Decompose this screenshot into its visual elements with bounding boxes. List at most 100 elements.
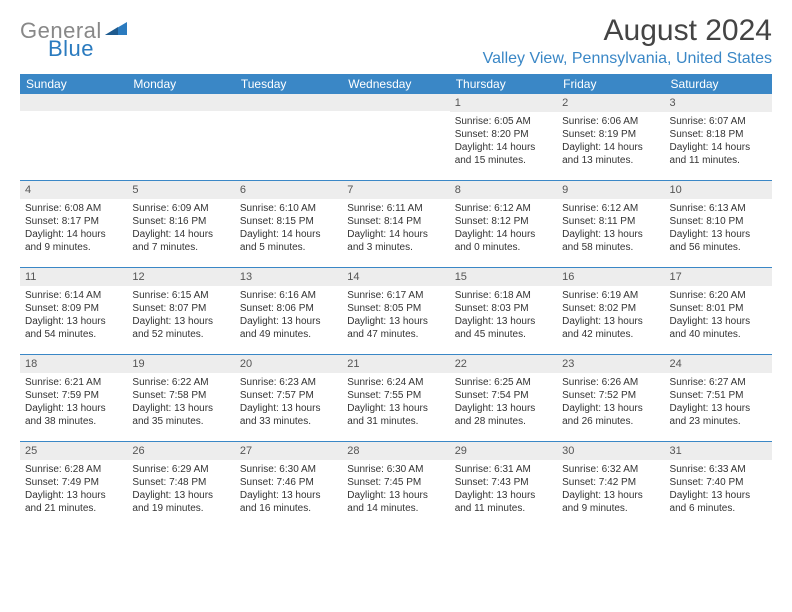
day-body: Sunrise: 6:27 AMSunset: 7:51 PMDaylight:… (665, 373, 772, 433)
day-cell: 23Sunrise: 6:26 AMSunset: 7:52 PMDayligh… (557, 355, 664, 441)
day-cell: 26Sunrise: 6:29 AMSunset: 7:48 PMDayligh… (127, 442, 234, 528)
sunset-line: Sunset: 7:59 PM (25, 389, 122, 402)
sunset-line: Sunset: 8:09 PM (25, 302, 122, 315)
daylight-line: Daylight: 14 hours and 13 minutes. (562, 141, 659, 167)
sunrise-line: Sunrise: 6:30 AM (240, 463, 337, 476)
sunset-line: Sunset: 7:51 PM (670, 389, 767, 402)
day-cell: 16Sunrise: 6:19 AMSunset: 8:02 PMDayligh… (557, 268, 664, 354)
day-number: 29 (450, 442, 557, 460)
daylight-line: Daylight: 13 hours and 35 minutes. (132, 402, 229, 428)
day-body: Sunrise: 6:12 AMSunset: 8:12 PMDaylight:… (450, 199, 557, 259)
day-body: Sunrise: 6:15 AMSunset: 8:07 PMDaylight:… (127, 286, 234, 346)
day-header-friday: Friday (557, 74, 664, 94)
daylight-line: Daylight: 14 hours and 9 minutes. (25, 228, 122, 254)
daylight-line: Daylight: 13 hours and 31 minutes. (347, 402, 444, 428)
sunset-line: Sunset: 8:17 PM (25, 215, 122, 228)
day-body: Sunrise: 6:33 AMSunset: 7:40 PMDaylight:… (665, 460, 772, 520)
empty-cell (20, 94, 127, 180)
day-body: Sunrise: 6:30 AMSunset: 7:45 PMDaylight:… (342, 460, 449, 520)
sunset-line: Sunset: 7:58 PM (132, 389, 229, 402)
day-header-tuesday: Tuesday (235, 74, 342, 94)
day-number: 16 (557, 268, 664, 286)
daylight-line: Daylight: 13 hours and 47 minutes. (347, 315, 444, 341)
daylight-line: Daylight: 13 hours and 42 minutes. (562, 315, 659, 341)
empty-cell (235, 94, 342, 180)
sunset-line: Sunset: 7:43 PM (455, 476, 552, 489)
daylight-line: Daylight: 13 hours and 16 minutes. (240, 489, 337, 515)
week-row: 18Sunrise: 6:21 AMSunset: 7:59 PMDayligh… (20, 354, 772, 441)
sunset-line: Sunset: 7:48 PM (132, 476, 229, 489)
day-number: 21 (342, 355, 449, 373)
day-number: 18 (20, 355, 127, 373)
day-number: 6 (235, 181, 342, 199)
sunset-line: Sunset: 8:18 PM (670, 128, 767, 141)
day-cell: 3Sunrise: 6:07 AMSunset: 8:18 PMDaylight… (665, 94, 772, 180)
day-body: Sunrise: 6:26 AMSunset: 7:52 PMDaylight:… (557, 373, 664, 433)
day-body: Sunrise: 6:16 AMSunset: 8:06 PMDaylight:… (235, 286, 342, 346)
sunset-line: Sunset: 8:14 PM (347, 215, 444, 228)
day-cell: 4Sunrise: 6:08 AMSunset: 8:17 PMDaylight… (20, 181, 127, 267)
daylight-line: Daylight: 13 hours and 56 minutes. (670, 228, 767, 254)
day-cell: 14Sunrise: 6:17 AMSunset: 8:05 PMDayligh… (342, 268, 449, 354)
day-cell: 5Sunrise: 6:09 AMSunset: 8:16 PMDaylight… (127, 181, 234, 267)
day-number: 25 (20, 442, 127, 460)
day-cell: 29Sunrise: 6:31 AMSunset: 7:43 PMDayligh… (450, 442, 557, 528)
day-number: 14 (342, 268, 449, 286)
daylight-line: Daylight: 13 hours and 19 minutes. (132, 489, 229, 515)
sunrise-line: Sunrise: 6:12 AM (562, 202, 659, 215)
day-number: 1 (450, 94, 557, 112)
day-cell: 6Sunrise: 6:10 AMSunset: 8:15 PMDaylight… (235, 181, 342, 267)
day-number: 24 (665, 355, 772, 373)
week-row: 4Sunrise: 6:08 AMSunset: 8:17 PMDaylight… (20, 180, 772, 267)
day-number (342, 94, 449, 111)
daylight-line: Daylight: 14 hours and 0 minutes. (455, 228, 552, 254)
day-cell: 20Sunrise: 6:23 AMSunset: 7:57 PMDayligh… (235, 355, 342, 441)
daylight-line: Daylight: 14 hours and 3 minutes. (347, 228, 444, 254)
day-cell: 7 Sunrise: 6:11 AMSunset: 8:14 PMDaylight… (342, 181, 449, 267)
sunrise-line: Sunrise: 6:33 AM (670, 463, 767, 476)
day-cell: 11Sunrise: 6:14 AMSunset: 8:09 PMDayligh… (20, 268, 127, 354)
sunset-line: Sunset: 8:03 PM (455, 302, 552, 315)
sunrise-line: Sunrise: 6:21 AM (25, 376, 122, 389)
day-body: Sunrise: 6:25 AMSunset: 7:54 PMDaylight:… (450, 373, 557, 433)
day-cell: 17Sunrise: 6:20 AMSunset: 8:01 PMDayligh… (665, 268, 772, 354)
day-cell: 13Sunrise: 6:16 AMSunset: 8:06 PMDayligh… (235, 268, 342, 354)
daylight-line: Daylight: 13 hours and 40 minutes. (670, 315, 767, 341)
day-number: 7 (342, 181, 449, 199)
day-body: Sunrise: 6:17 AMSunset: 8:05 PMDaylight:… (342, 286, 449, 346)
month-title: August 2024 (483, 14, 772, 48)
day-number: 23 (557, 355, 664, 373)
day-cell: 10Sunrise: 6:13 AMSunset: 8:10 PMDayligh… (665, 181, 772, 267)
day-body: Sunrise: 6:30 AMSunset: 7:46 PMDaylight:… (235, 460, 342, 520)
sunset-line: Sunset: 7:45 PM (347, 476, 444, 489)
sunset-line: Sunset: 8:10 PM (670, 215, 767, 228)
sunrise-line: Sunrise: 6:09 AM (132, 202, 229, 215)
day-header-thursday: Thursday (450, 74, 557, 94)
day-body: Sunrise: 6:21 AMSunset: 7:59 PMDaylight:… (20, 373, 127, 433)
day-body: Sunrise: 6:09 AMSunset: 8:16 PMDaylight:… (127, 199, 234, 259)
day-cell: 21Sunrise: 6:24 AMSunset: 7:55 PMDayligh… (342, 355, 449, 441)
day-number: 30 (557, 442, 664, 460)
sunrise-line: Sunrise: 6:32 AM (562, 463, 659, 476)
sunrise-line: Sunrise: 6:25 AM (455, 376, 552, 389)
day-cell: 27Sunrise: 6:30 AMSunset: 7:46 PMDayligh… (235, 442, 342, 528)
sunset-line: Sunset: 7:52 PM (562, 389, 659, 402)
sunrise-line: Sunrise: 6:26 AM (562, 376, 659, 389)
sunrise-line: Sunrise: 6:07 AM (670, 115, 767, 128)
sunset-line: Sunset: 7:49 PM (25, 476, 122, 489)
daylight-line: Daylight: 14 hours and 5 minutes. (240, 228, 337, 254)
day-body: Sunrise: 6:18 AMSunset: 8:03 PMDaylight:… (450, 286, 557, 346)
day-body: Sunrise: 6:22 AMSunset: 7:58 PMDaylight:… (127, 373, 234, 433)
day-number: 3 (665, 94, 772, 112)
daylight-line: Daylight: 13 hours and 11 minutes. (455, 489, 552, 515)
sunset-line: Sunset: 8:11 PM (562, 215, 659, 228)
sunset-line: Sunset: 8:15 PM (240, 215, 337, 228)
daylight-line: Daylight: 13 hours and 54 minutes. (25, 315, 122, 341)
daylight-line: Daylight: 13 hours and 52 minutes. (132, 315, 229, 341)
day-cell: 1Sunrise: 6:05 AMSunset: 8:20 PMDaylight… (450, 94, 557, 180)
sunrise-line: Sunrise: 6:11 AM (347, 202, 444, 215)
sunset-line: Sunset: 8:06 PM (240, 302, 337, 315)
day-header-row: SundayMondayTuesdayWednesdayThursdayFrid… (20, 74, 772, 94)
sunrise-line: Sunrise: 6:13 AM (670, 202, 767, 215)
sunrise-line: Sunrise: 6:24 AM (347, 376, 444, 389)
